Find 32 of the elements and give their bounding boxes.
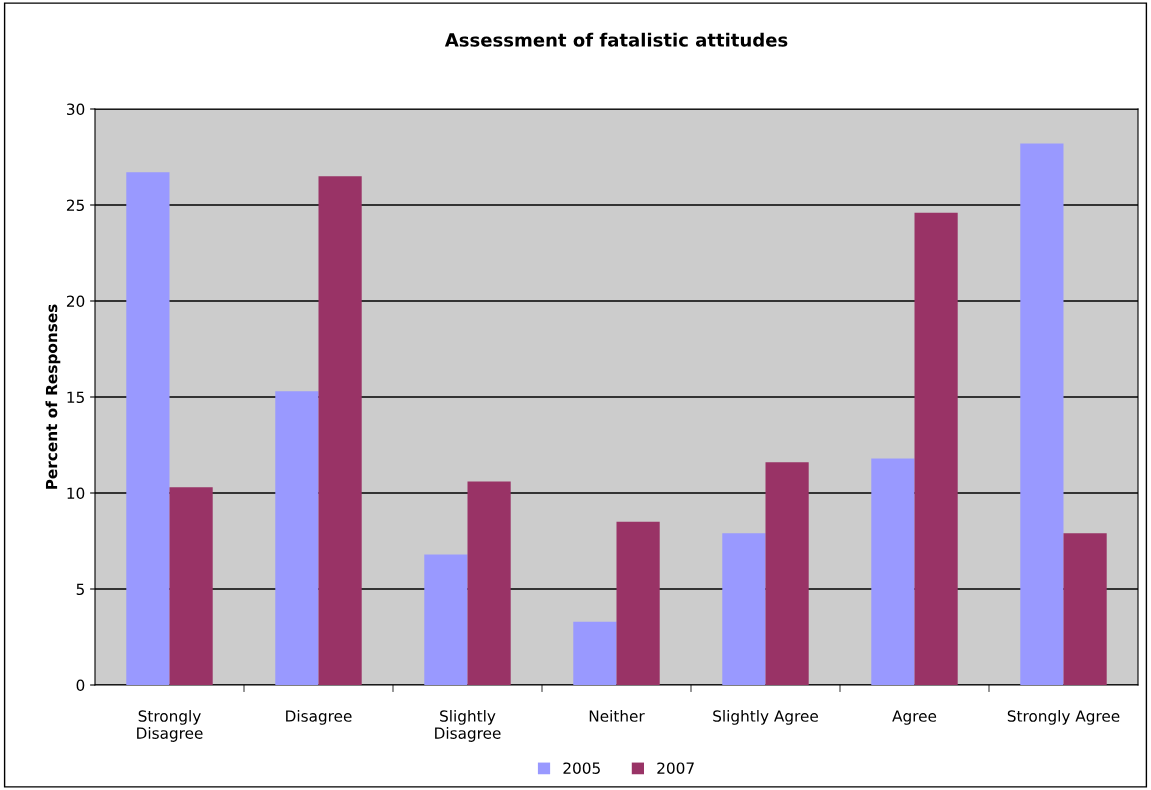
legend-label: 2005 (563, 762, 600, 774)
bar (275, 391, 319, 685)
x-tick-label: Neither (589, 710, 645, 722)
bar (616, 521, 660, 685)
bar (765, 462, 809, 685)
x-tick-label: Strongly Agree (1007, 710, 1120, 725)
bar (573, 621, 617, 685)
y-tick-label: 10 (67, 487, 85, 500)
y-tick-label: 5 (76, 583, 84, 596)
bar (914, 212, 958, 685)
x-tick-label: Slightly Disagree (435, 710, 501, 742)
x-tick-label: Slightly Agree (713, 710, 818, 725)
y-axis-title: Percent of Responses (45, 304, 61, 489)
bar (318, 176, 362, 685)
y-tick-label: 30 (67, 103, 85, 116)
legend-label: 2007 (657, 762, 694, 774)
chart-title: Assessment of fatalistic attitudes (444, 32, 788, 47)
bar (871, 458, 915, 685)
bar (126, 172, 170, 685)
bar (1020, 143, 1064, 685)
y-tick-label: 25 (66, 199, 84, 212)
bar (424, 554, 468, 685)
bar (467, 481, 511, 685)
y-tick-label: 0 (76, 679, 85, 692)
bar (1063, 533, 1107, 685)
y-tick-label: 20 (66, 295, 85, 308)
y-tick-label: 15 (67, 391, 84, 404)
x-tick-label: Strongly Disagree (137, 710, 203, 742)
x-tick-label: Agree (892, 710, 937, 725)
bar (169, 487, 213, 685)
bar (722, 533, 766, 685)
x-tick-label: Disagree (286, 710, 352, 725)
